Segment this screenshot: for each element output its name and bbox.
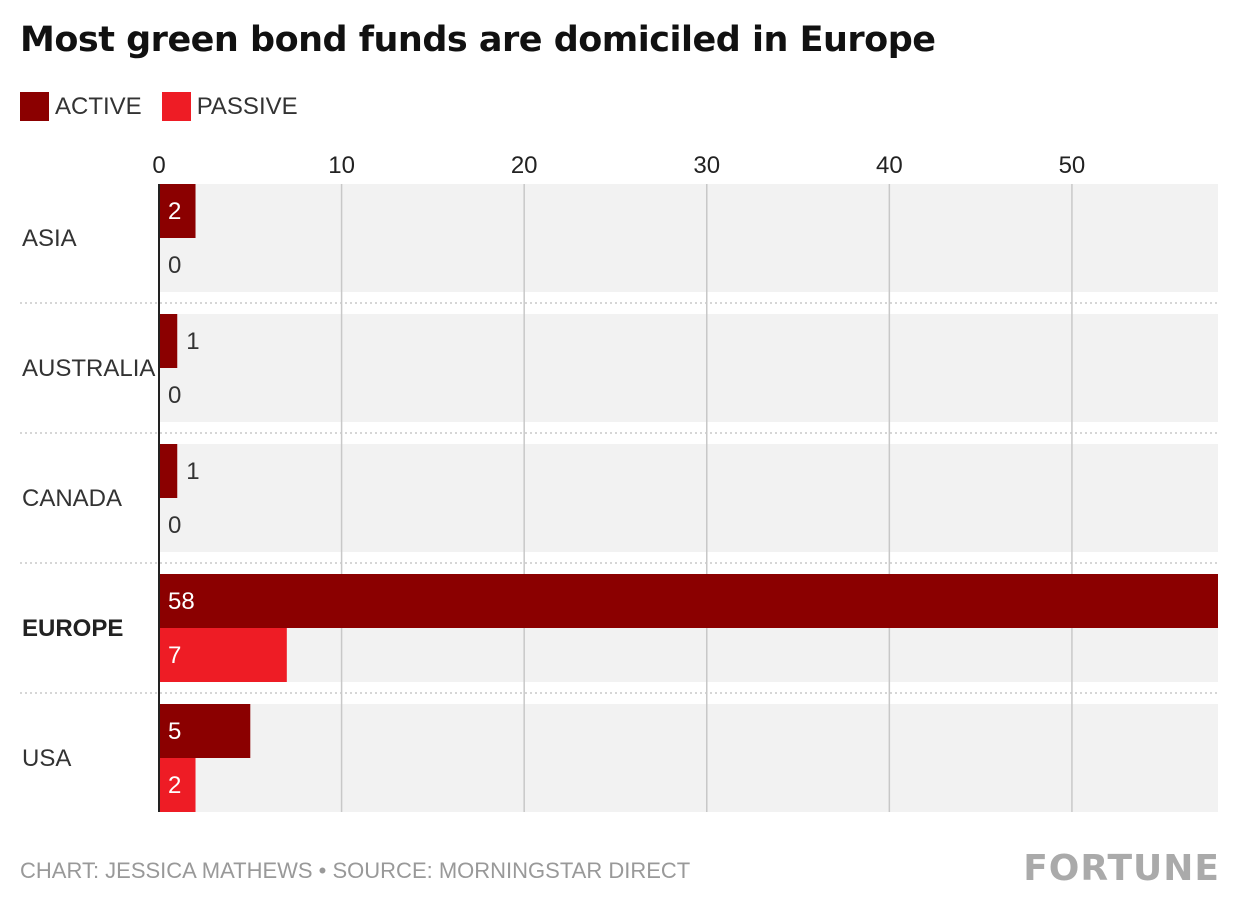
x-tick-label: 40 [876,152,903,179]
category-label: CANADA [22,485,122,512]
legend-label-passive: PASSIVE [196,92,298,120]
x-tick-label: 0 [152,152,165,179]
bar-active [159,444,178,498]
bar-active [159,704,251,758]
legend-swatch-active [20,92,49,121]
data-label: 0 [168,512,181,539]
data-label: 1 [186,328,199,355]
legend-item-passive: PASSIVE [161,92,298,121]
category-band [159,444,1218,552]
category-label: ASIA [22,225,77,252]
fortune-logo: FORTUNE [1023,848,1220,889]
legend-swatch-passive [161,92,191,121]
data-label: 7 [168,642,181,669]
legend-item-active: ACTIVE [20,92,142,121]
data-label: 2 [168,198,181,225]
category-band [159,184,1218,292]
bar-chart: 0 10 20 30 40 5020ASIA10AUSTRALIA10CANADA587E… [20,152,1218,812]
bar-passive [159,628,287,682]
data-label: 1 [186,458,199,485]
chart-credit: CHART: JESSICA MATHEWS • SOURCE: MORNING… [20,858,691,883]
category-label: USA [22,745,71,772]
x-tick-label: 20 [511,152,538,179]
data-label: 2 [168,772,181,799]
bar-passive [159,758,196,812]
bar-active [159,314,178,368]
legend: ACTIVE PASSIVE [20,92,318,121]
legend-label-active: ACTIVE [55,92,142,120]
bar-active [159,184,196,238]
chart-title: Most green bond funds are domiciled in E… [20,20,936,60]
category-band [159,704,1218,812]
x-tick-label: 50 [1059,152,1086,179]
data-label: 0 [168,382,181,409]
data-label: 58 [168,588,195,615]
data-label: 5 [168,718,181,745]
x-tick-label: 30 [693,152,720,179]
data-label: 0 [168,252,181,279]
x-tick-label: 10 [328,152,355,179]
bar-active [159,574,1218,628]
category-label: AUSTRALIA [22,355,155,382]
category-label: EUROPE [22,615,123,642]
category-band [159,314,1218,422]
